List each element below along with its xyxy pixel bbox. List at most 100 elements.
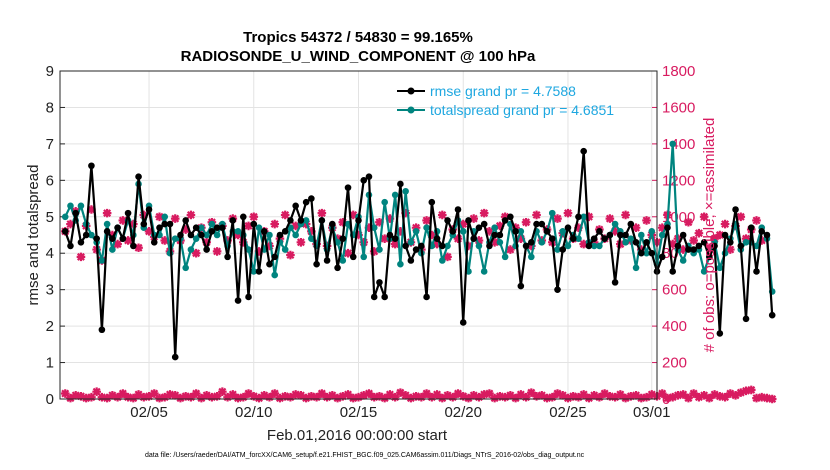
obs-assimilated-marker <box>636 245 646 254</box>
legend-spread-label: totalspread grand pr = 4.6851 <box>430 102 614 118</box>
obs-possible-marker <box>71 391 81 400</box>
totalspread-point <box>308 235 315 242</box>
rmse-point <box>685 246 692 253</box>
obs-assimilated-marker <box>495 221 505 231</box>
rmse-point <box>386 231 394 239</box>
rmse-point <box>355 217 362 224</box>
totalspread-point <box>742 238 750 246</box>
obs-assimilated-marker <box>249 212 259 222</box>
totalspread-point <box>88 231 95 239</box>
rmse-point <box>140 220 148 228</box>
rmse-point <box>313 260 320 268</box>
rmse-point <box>323 257 331 264</box>
y-tick-label: 8 <box>46 99 54 116</box>
totalspread-point <box>67 202 74 210</box>
totalspread-point <box>198 224 205 232</box>
totalspread-point <box>381 198 388 206</box>
x-tick-label: 03/01 <box>633 404 671 421</box>
obs-assimilated-marker <box>390 239 400 249</box>
obs-assimilated-marker <box>563 208 573 218</box>
rmse-point <box>334 264 341 272</box>
obs-possible-marker <box>417 392 426 402</box>
obs-assimilated-marker <box>286 250 295 260</box>
obs-assimilated-marker <box>170 214 180 223</box>
totalspread-point <box>255 224 263 232</box>
rmse-point <box>711 242 718 250</box>
obs-possible-marker <box>574 392 583 402</box>
totalspread-point <box>302 217 310 224</box>
obs-assimilated-marker <box>631 223 641 233</box>
obs-assimilated-marker <box>359 237 369 247</box>
rmse-point <box>360 177 368 184</box>
totalspread-point <box>171 235 179 242</box>
rmse-point <box>721 231 729 239</box>
obs-possible-marker <box>705 393 714 403</box>
rmse-point <box>622 231 629 239</box>
obs-possible-marker <box>668 392 678 402</box>
obs-possible-marker <box>673 391 683 400</box>
obs-assimilated-marker <box>427 230 437 240</box>
totalspread-point <box>444 242 451 250</box>
totalspread-point <box>716 264 724 272</box>
obs-possible-marker <box>186 392 196 402</box>
obs-assimilated-marker <box>678 245 688 254</box>
obs-assimilated-marker <box>443 252 452 262</box>
obs-assimilated-marker <box>238 237 248 247</box>
obs-assimilated-marker <box>610 227 620 236</box>
rmse-point <box>559 246 567 253</box>
obs-assimilated-marker <box>233 230 243 240</box>
obs-assimilated-marker <box>380 234 389 243</box>
obs-possible-marker <box>469 391 479 400</box>
obs-assimilated-marker <box>102 208 112 218</box>
obs-possible-marker <box>76 391 86 401</box>
obs-possible-marker <box>485 389 494 398</box>
rmse-point <box>637 249 645 257</box>
obs-possible-marker <box>532 391 541 401</box>
obs-assimilated-marker <box>741 234 751 243</box>
obs-possible-marker <box>280 391 290 401</box>
obs-possible-marker <box>81 393 91 403</box>
totalspread-point <box>648 228 656 235</box>
obs-possible-marker <box>191 389 201 398</box>
obs-possible-marker <box>699 391 709 400</box>
obs-possible-marker <box>322 392 332 402</box>
totalspread-point <box>575 235 582 242</box>
obs-assimilated-marker <box>437 210 447 220</box>
obs-possible-marker <box>328 391 337 400</box>
obs-assimilated-marker <box>469 214 479 223</box>
obs-assimilated-marker <box>181 225 190 234</box>
totalspread-point <box>376 246 383 253</box>
obs-assimilated-marker <box>453 234 463 243</box>
totalspread-point <box>475 242 483 250</box>
rmse-point <box>737 242 745 250</box>
obs-possible-marker <box>689 389 698 398</box>
obs-possible-marker <box>134 390 143 399</box>
obs-possible-marker <box>149 389 159 398</box>
obs-possible-marker <box>432 390 442 399</box>
rmse-point <box>674 242 682 250</box>
totalspread-point <box>292 231 299 239</box>
totalspread-point <box>496 238 504 246</box>
obs-possible-marker <box>160 392 170 402</box>
rmse-point <box>491 231 498 239</box>
obs-assimilated-marker <box>375 217 384 227</box>
totalspread-point <box>213 231 221 239</box>
obs-assimilated-marker <box>202 237 211 247</box>
obs-possible-marker <box>343 390 353 399</box>
totalspread-point <box>538 238 546 246</box>
rmse-point <box>528 238 535 246</box>
obs-possible-marker <box>558 391 568 400</box>
rmse-point <box>239 213 247 221</box>
obs-assimilated-marker <box>726 245 735 254</box>
rmse-point <box>475 224 483 232</box>
rmse-point <box>224 253 231 261</box>
obs-assimilated-marker <box>191 248 201 258</box>
rmse-point <box>213 224 221 232</box>
rmse-point <box>423 293 430 301</box>
obs-assimilated-marker <box>621 210 630 220</box>
rmse-point <box>758 228 766 235</box>
obs-possible-marker <box>610 392 620 402</box>
rmse-point <box>72 209 80 217</box>
totalspread-point <box>397 260 404 268</box>
obs-assimilated-marker <box>605 214 615 223</box>
